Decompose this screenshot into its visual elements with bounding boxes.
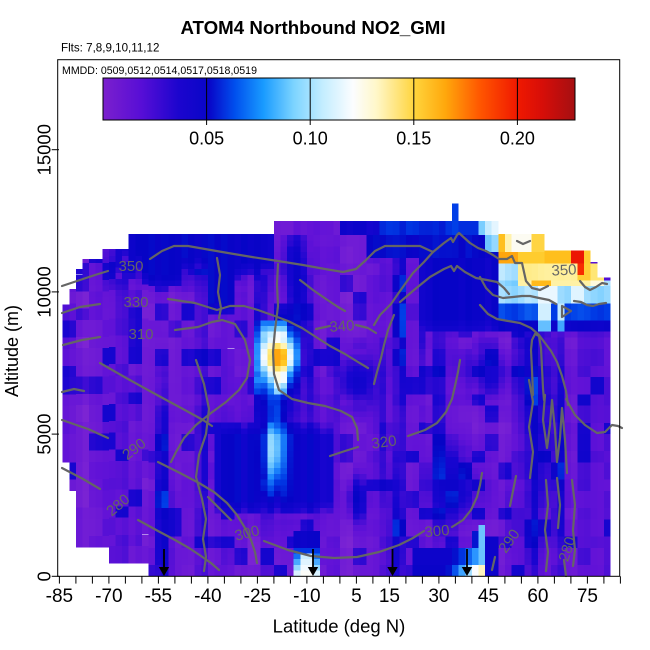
svg-text:0: 0 bbox=[34, 571, 55, 581]
svg-text:15000: 15000 bbox=[34, 124, 55, 175]
svg-text:Altitude (m): Altitude (m) bbox=[2, 305, 22, 397]
svg-text:-85: -85 bbox=[46, 586, 73, 607]
svg-text:0.20: 0.20 bbox=[500, 129, 535, 149]
svg-text:-10: -10 bbox=[293, 586, 320, 607]
svg-text:MMDD: 0509,0512,0514,0517,0518: MMDD: 0509,0512,0514,0517,0518,0519 bbox=[62, 65, 257, 77]
svg-text:280: 280 bbox=[556, 535, 580, 564]
svg-text:300: 300 bbox=[424, 522, 450, 541]
svg-text:-40: -40 bbox=[194, 586, 221, 607]
svg-text:Latitude (deg N): Latitude (deg N) bbox=[273, 616, 406, 637]
svg-text:300: 300 bbox=[233, 522, 261, 545]
svg-text:Flts: 7,8,9,10,11,12: Flts: 7,8,9,10,11,12 bbox=[61, 42, 159, 55]
svg-text:15: 15 bbox=[379, 586, 400, 607]
svg-text:-25: -25 bbox=[244, 586, 271, 607]
svg-text:320: 320 bbox=[370, 432, 397, 452]
svg-text:5: 5 bbox=[351, 586, 362, 607]
svg-text:350: 350 bbox=[118, 258, 143, 275]
svg-text:30: 30 bbox=[428, 586, 449, 607]
svg-text:60: 60 bbox=[527, 586, 548, 607]
svg-text:-55: -55 bbox=[145, 586, 172, 607]
svg-text:0.15: 0.15 bbox=[396, 129, 431, 149]
svg-text:340: 340 bbox=[329, 317, 355, 336]
svg-text:-70: -70 bbox=[95, 586, 122, 607]
svg-text:0.05: 0.05 bbox=[189, 129, 224, 149]
svg-text:330: 330 bbox=[123, 294, 148, 311]
svg-text:350: 350 bbox=[551, 261, 577, 279]
svg-text:ATOM4 Northbound NO2_GMI: ATOM4 Northbound NO2_GMI bbox=[180, 17, 445, 38]
svg-text:75: 75 bbox=[577, 586, 598, 607]
svg-text:10000: 10000 bbox=[34, 266, 55, 317]
svg-text:310: 310 bbox=[128, 326, 153, 343]
svg-text:5000: 5000 bbox=[34, 414, 55, 455]
svg-text:45: 45 bbox=[478, 586, 499, 607]
svg-text:0.10: 0.10 bbox=[293, 129, 328, 149]
